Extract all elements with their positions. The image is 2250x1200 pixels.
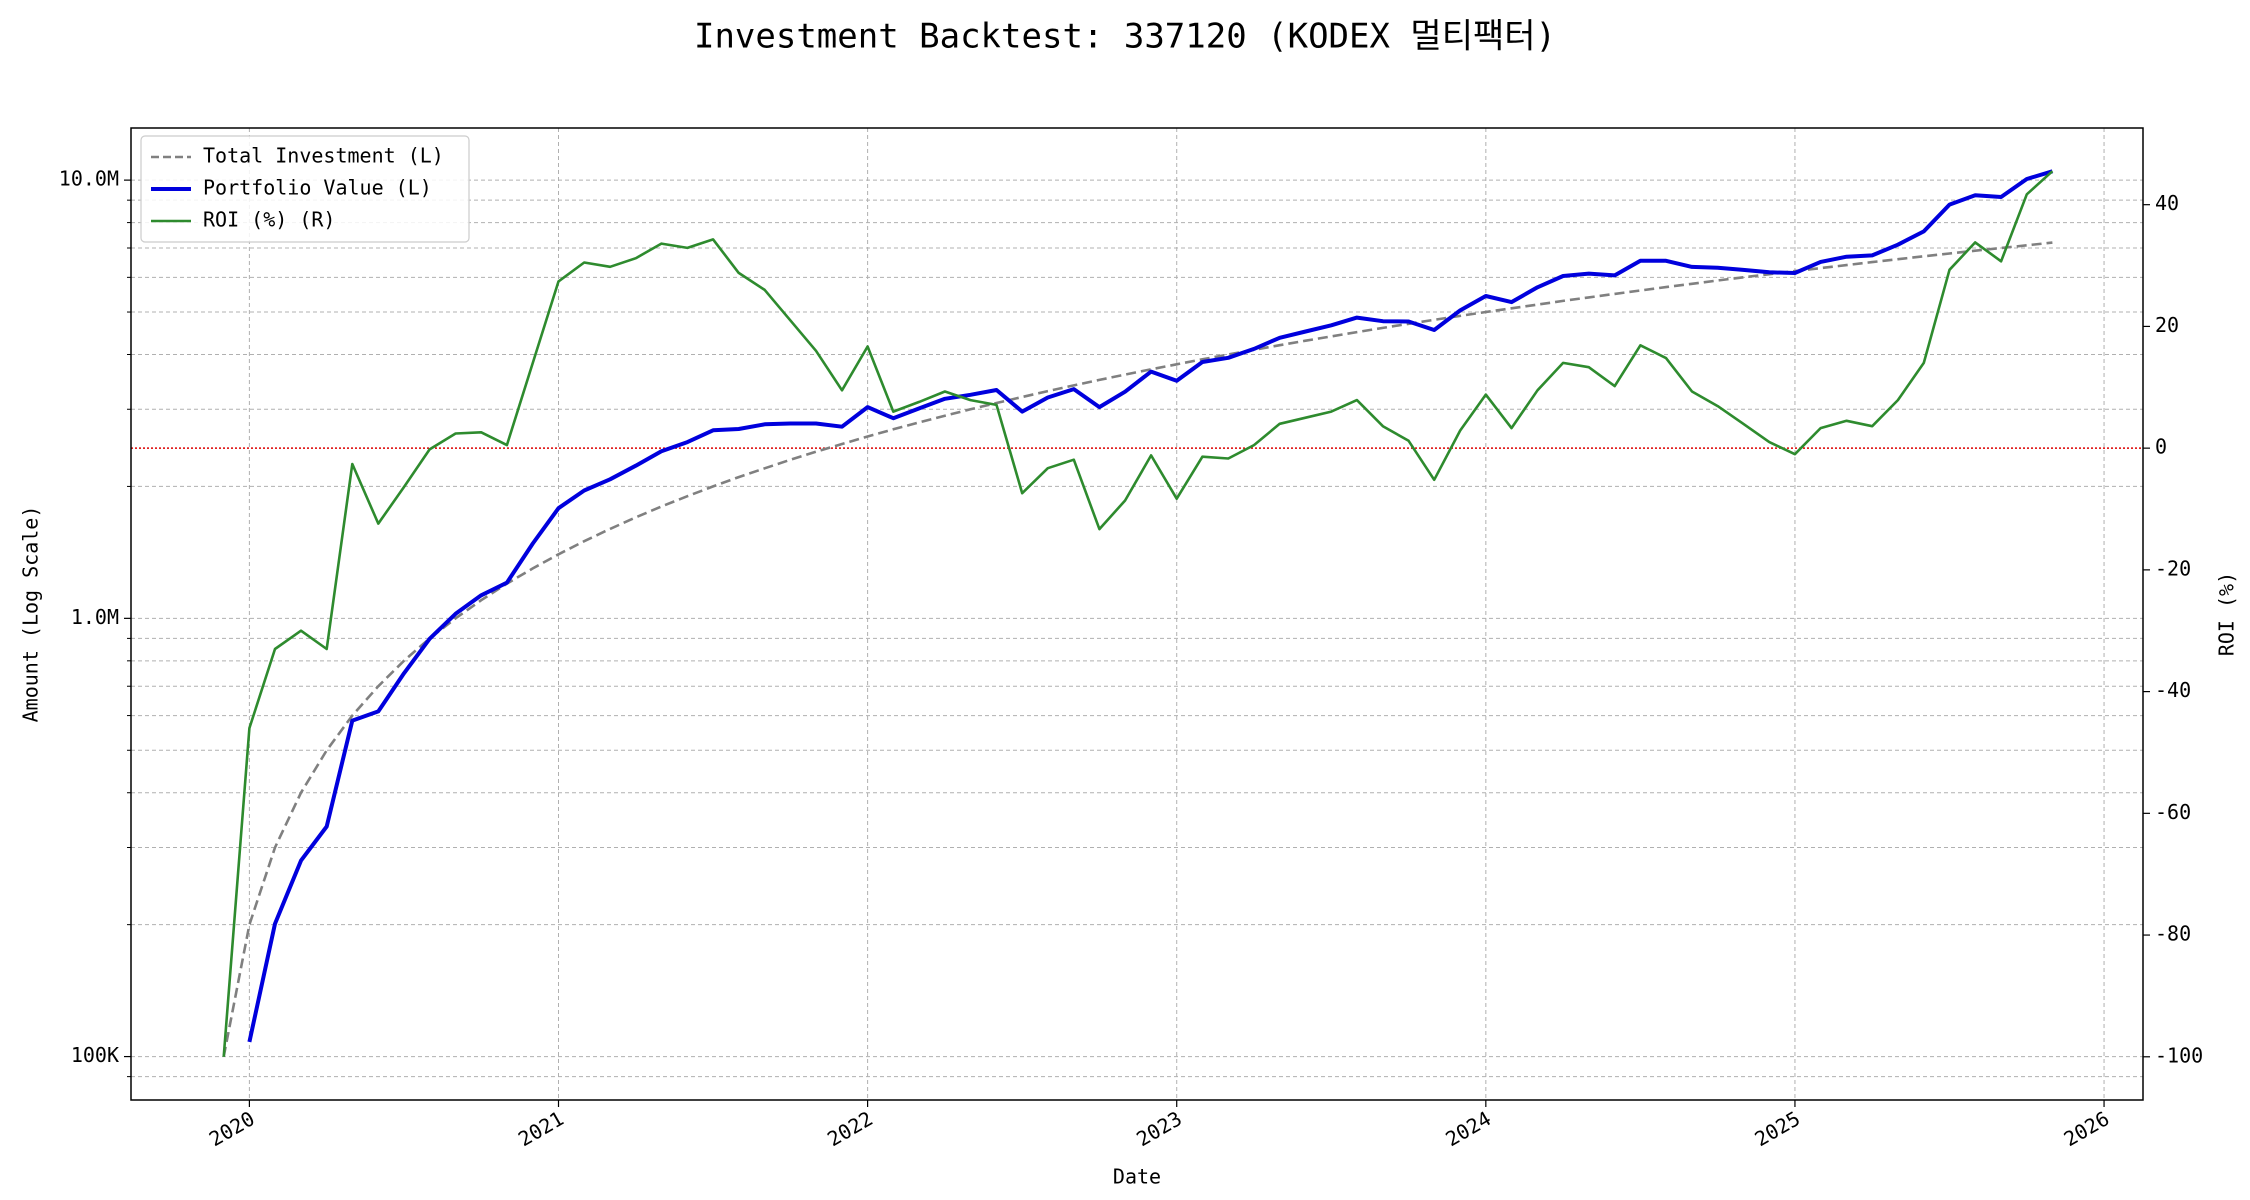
y-tick-label: 10.0M xyxy=(59,167,119,191)
series-line xyxy=(247,169,2053,1043)
y2-tick-label: -40 xyxy=(2155,678,2191,702)
y2-tick-label: -20 xyxy=(2155,556,2191,580)
y-tick-label: 100K xyxy=(71,1043,119,1067)
legend-box xyxy=(140,135,470,243)
legend-label: Portfolio Value (L) xyxy=(203,176,432,200)
x-axis-label: Date xyxy=(1113,1165,1161,1189)
chart-title: Investment Backtest: 337120 (KODEX 멀티팩터) xyxy=(694,17,1556,57)
plot-area xyxy=(222,169,2054,1057)
y2-axis-label: ROI (%) xyxy=(2215,572,2239,656)
series-line xyxy=(222,170,2054,1057)
y2-tick-label: -100 xyxy=(2155,1043,2203,1067)
y2-tick-label: 0 xyxy=(2155,435,2167,459)
legend-label: Total Investment (L) xyxy=(203,144,444,168)
y-tick-label: 1.0M xyxy=(71,605,119,629)
y2-tick-label: 20 xyxy=(2155,313,2179,337)
plot-frame xyxy=(130,127,2144,1101)
legend-label: ROI (%) (R) xyxy=(203,208,335,232)
y-axis-label: Amount (Log Scale) xyxy=(19,506,43,723)
y2-tick-label: 40 xyxy=(2155,191,2179,215)
y2-tick-label: -80 xyxy=(2155,922,2191,946)
y2-tick-label: -60 xyxy=(2155,800,2191,824)
